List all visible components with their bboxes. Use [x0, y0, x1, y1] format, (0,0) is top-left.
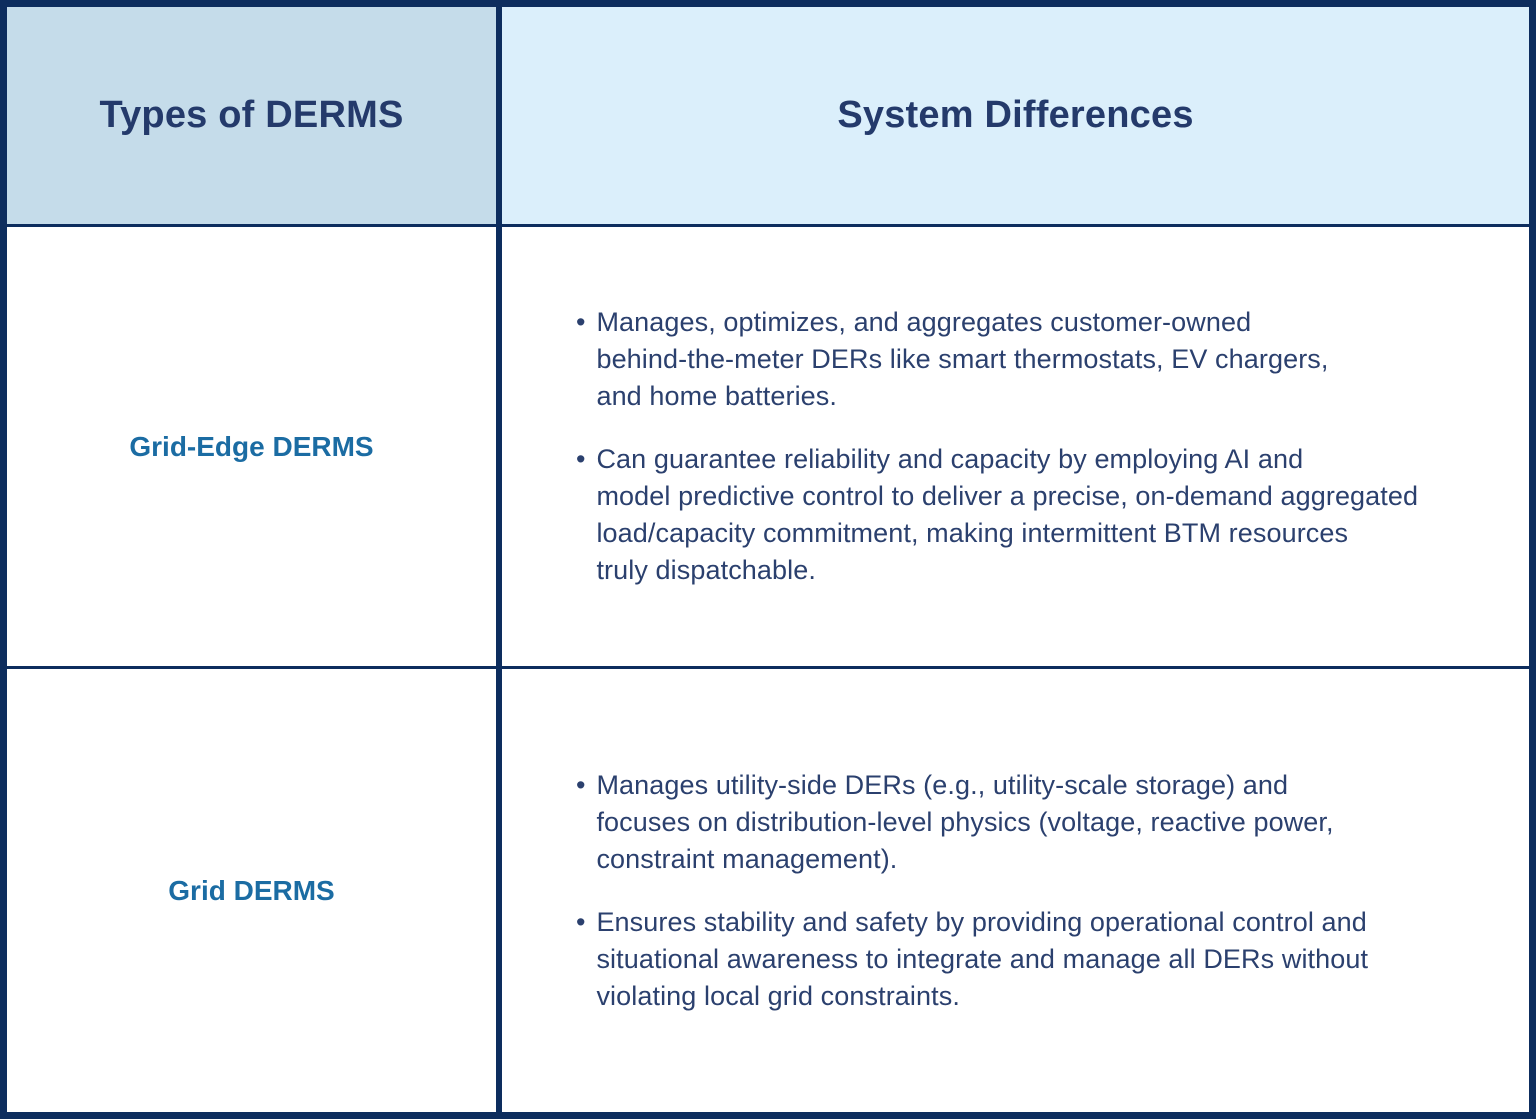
bullet-text: Manages, optimizes, and aggregates custo…: [596, 307, 1329, 411]
list-item: • Manages utility-side DERs (e.g., utili…: [576, 767, 1334, 878]
bullet-text: Manages utility-side DERs (e.g., utility…: [596, 769, 1334, 874]
row-label-cell-grid-derms: Grid DERMS: [7, 669, 496, 1112]
list-item: • Can guarantee reliability and capacity…: [576, 441, 1418, 589]
bullet-text: Can guarantee reliability and capacity b…: [596, 444, 1419, 585]
row-content-cell-grid-edge-derms: • Manages, optimizes, and aggregates cus…: [502, 227, 1529, 666]
column-header-system-differences: System Differences: [502, 7, 1529, 224]
table-grid: Types of DERMS System Differences Grid-E…: [7, 7, 1529, 1112]
column-header-label: Types of DERMS: [99, 94, 404, 136]
bullet-icon: •: [576, 906, 586, 937]
column-header-types-of-derms: Types of DERMS: [7, 7, 496, 224]
row-label: Grid DERMS: [168, 874, 335, 906]
list-item: • Manages, optimizes, and aggregates cus…: [576, 304, 1329, 415]
row-label-cell-grid-edge-derms: Grid-Edge DERMS: [7, 227, 496, 666]
column-header-label: System Differences: [837, 94, 1194, 136]
bullet-icon: •: [576, 769, 586, 800]
row-label: Grid-Edge DERMS: [129, 430, 374, 462]
row-content-cell-grid-derms: • Manages utility-side DERs (e.g., utili…: [502, 669, 1529, 1112]
list-item: • Ensures stability and safety by provid…: [576, 904, 1368, 1015]
bullet-icon: •: [576, 444, 586, 474]
bullet-icon: •: [576, 307, 586, 337]
bullet-text: Ensures stability and safety by providin…: [596, 906, 1369, 1011]
